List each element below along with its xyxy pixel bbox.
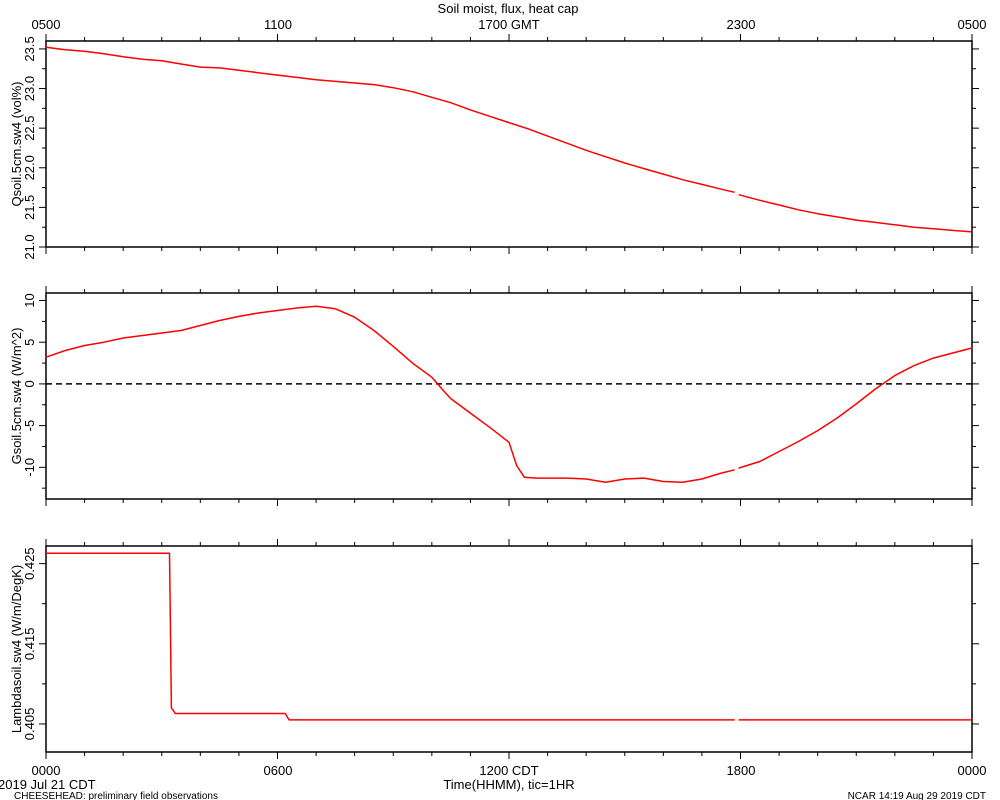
y-axis-label: Qsoil.5cm.sw4 (vol%) [9, 82, 24, 207]
y-tick-label: 23.0 [22, 76, 37, 101]
top-tick-label-1: 0500 [32, 17, 61, 32]
x-axis-label: Time(HHMM), tic=1HR [443, 777, 574, 792]
series-line [45, 46, 973, 233]
bottom-tick-label-5: 0000 [958, 763, 987, 778]
panel-frame [45, 292, 973, 500]
bottom-tick-label-3: 1200 CDT [479, 763, 538, 778]
top-tick-label-4: 2300 [727, 17, 756, 32]
soil-heat-flux-panel: -10 -5 0 5 10 Gsoil.5cm.sw4 (W/m^2) [9, 286, 979, 506]
y-tick-label: 22.0 [22, 155, 37, 180]
bottom-tick-label-4: 1800 [727, 763, 756, 778]
date-label: 2019 Jul 21 CDT [0, 777, 96, 792]
y-tick-label: 10 [22, 293, 37, 307]
y-tick-label: 5 [22, 339, 37, 346]
chart-title: Soil moist, flux, heat cap [438, 1, 579, 16]
y-tick-label: 0 [22, 380, 37, 387]
series-line [46, 552, 972, 721]
panel-frame [45, 545, 973, 753]
y-tick-label: 23.5 [22, 36, 37, 61]
y-tick-label: 0.415 [22, 628, 37, 661]
y-tick-label: -10 [22, 458, 37, 477]
soil-moisture-panel: 21.0 21.5 22.0 22.5 23.0 23.5 Qsoil.5cm.sw4 (v… [9, 34, 979, 260]
y-tick-label: 0.405 [22, 708, 37, 741]
project-label: CHEESEHEAD: preliminary field observatio… [14, 791, 218, 800]
y-tick-label: 21.0 [22, 234, 37, 259]
bottom-tick-label-2: 0600 [264, 763, 293, 778]
y-axis-label: Lambdasoil.sw4 (W/m/DegK) [9, 565, 24, 733]
top-tick-label-3: 1700 GMT [478, 17, 539, 32]
y-tick-label: 21.5 [22, 195, 37, 220]
top-tick-label-2: 1100 [264, 17, 292, 32]
y-axis-label: Gsoil.5cm.sw4 (W/m^2) [9, 328, 24, 465]
y-tick-label: 22.5 [22, 115, 37, 140]
bottom-tick-label-1: 0000 [32, 763, 61, 778]
series-line [45, 305, 973, 484]
y-tick-label: 0.425 [22, 547, 37, 580]
credit-label: NCAR 14:19 Aug 29 2019 CDT [848, 791, 986, 800]
y-tick-label: -5 [22, 420, 37, 432]
top-tick-label-5: 0500 [958, 17, 987, 32]
